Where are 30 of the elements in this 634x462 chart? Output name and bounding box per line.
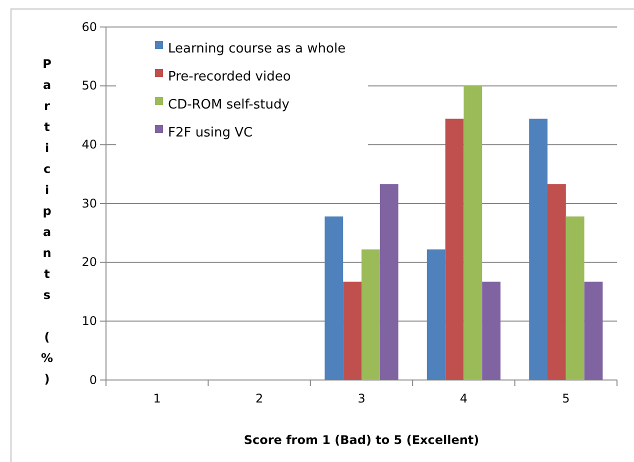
x-axis-title: Score from 1 (Bad) to 5 (Excellent) [244,433,480,447]
legend-label: CD-ROM self-study [168,98,290,113]
bar [324,216,344,380]
legend-label: Learning course as a whole [168,42,346,57]
bar [445,118,464,380]
bar [584,282,603,380]
bar [548,184,566,380]
bar [380,184,398,380]
x-tick-label: 3 [358,392,366,406]
x-tick-label: 4 [460,392,468,406]
bar [343,282,362,380]
bar [426,249,446,380]
y-tick-label: 40 [82,138,97,152]
text: Participants (%) [40,57,54,386]
x-tick-label: 1 [153,392,161,406]
x-tick-label: 2 [255,392,264,406]
y-tick-label: 20 [82,255,97,270]
bar [529,118,548,380]
bar [464,86,482,380]
legend-label: F2F using VC [168,126,253,141]
x-tick-label: 5 [562,392,570,406]
legend-label: Pre-recorded video [168,70,291,85]
bar [362,249,380,380]
bar [566,216,584,380]
y-tick-label: 50 [82,78,97,93]
y-tick-label: 10 [82,314,97,328]
bar [482,282,500,380]
y-tick-label: 0 [89,372,97,387]
y-tick-label: 30 [82,196,97,210]
y-tick-label: 60 [82,20,97,34]
